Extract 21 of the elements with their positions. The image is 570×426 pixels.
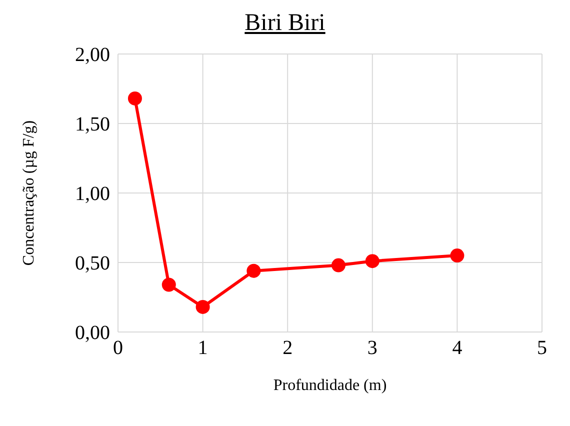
point [450, 248, 464, 263]
y-tick-label: 0,50 [75, 252, 110, 275]
point [246, 264, 261, 278]
x-tick-label: 2 [282, 337, 293, 360]
x-tick-label: 5 [537, 337, 547, 360]
y-axis-title: Concentração (µg F/g) [20, 120, 38, 266]
point [128, 91, 142, 106]
x-axis-title: Profundidade (m) [273, 377, 387, 394]
y-tick-label: 2,00 [75, 44, 110, 66]
x-tick-label: 3 [367, 337, 378, 360]
y-tick-label: 0,00 [75, 322, 110, 344]
y-tick-label: 1,00 [75, 183, 110, 206]
x-tick-label: 4 [452, 337, 462, 360]
point [331, 258, 346, 272]
chart-title: Biri Biri [244, 10, 326, 38]
x-tick-label: 0 [113, 337, 123, 360]
point [196, 300, 210, 314]
x-tick-label: 1 [198, 337, 208, 360]
point [365, 254, 380, 268]
y-tick-label: 1,50 [75, 114, 110, 136]
point [162, 278, 176, 292]
